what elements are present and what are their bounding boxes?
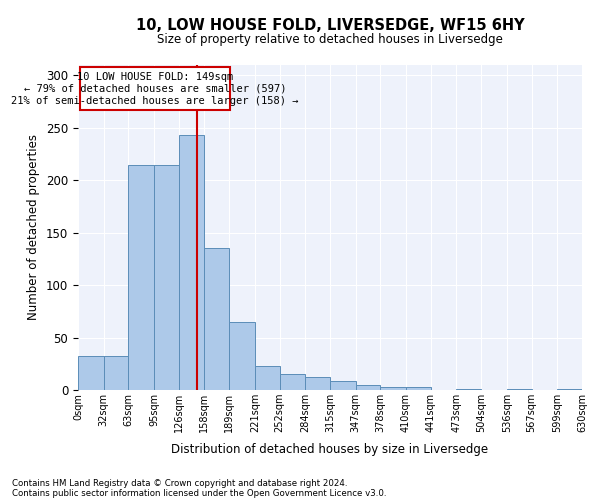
Bar xyxy=(507,389,532,390)
Bar xyxy=(80,67,230,110)
Bar xyxy=(305,378,330,390)
Bar xyxy=(78,356,104,390)
Bar xyxy=(406,387,431,390)
Bar xyxy=(128,164,154,390)
Bar xyxy=(457,389,481,390)
Bar xyxy=(205,248,229,390)
Bar xyxy=(229,322,255,390)
Bar xyxy=(179,135,205,390)
Bar xyxy=(356,385,380,390)
Y-axis label: Number of detached properties: Number of detached properties xyxy=(28,134,40,320)
Bar xyxy=(154,164,179,390)
Text: Size of property relative to detached houses in Liversedge: Size of property relative to detached ho… xyxy=(157,32,503,46)
Bar xyxy=(330,380,356,390)
Text: 21% of semi-detached houses are larger (158) →: 21% of semi-detached houses are larger (… xyxy=(11,96,299,106)
Bar xyxy=(255,366,280,390)
Text: 10 LOW HOUSE FOLD: 149sqm: 10 LOW HOUSE FOLD: 149sqm xyxy=(77,72,233,82)
Bar xyxy=(557,389,582,390)
Bar xyxy=(380,387,406,390)
Text: Contains HM Land Registry data © Crown copyright and database right 2024.: Contains HM Land Registry data © Crown c… xyxy=(12,478,347,488)
Bar xyxy=(104,356,128,390)
Text: ← 79% of detached houses are smaller (597): ← 79% of detached houses are smaller (59… xyxy=(23,84,286,94)
Text: 10, LOW HOUSE FOLD, LIVERSEDGE, WF15 6HY: 10, LOW HOUSE FOLD, LIVERSEDGE, WF15 6HY xyxy=(136,18,524,32)
Text: Contains public sector information licensed under the Open Government Licence v3: Contains public sector information licen… xyxy=(12,488,386,498)
X-axis label: Distribution of detached houses by size in Liversedge: Distribution of detached houses by size … xyxy=(172,444,488,456)
Bar xyxy=(280,374,305,390)
